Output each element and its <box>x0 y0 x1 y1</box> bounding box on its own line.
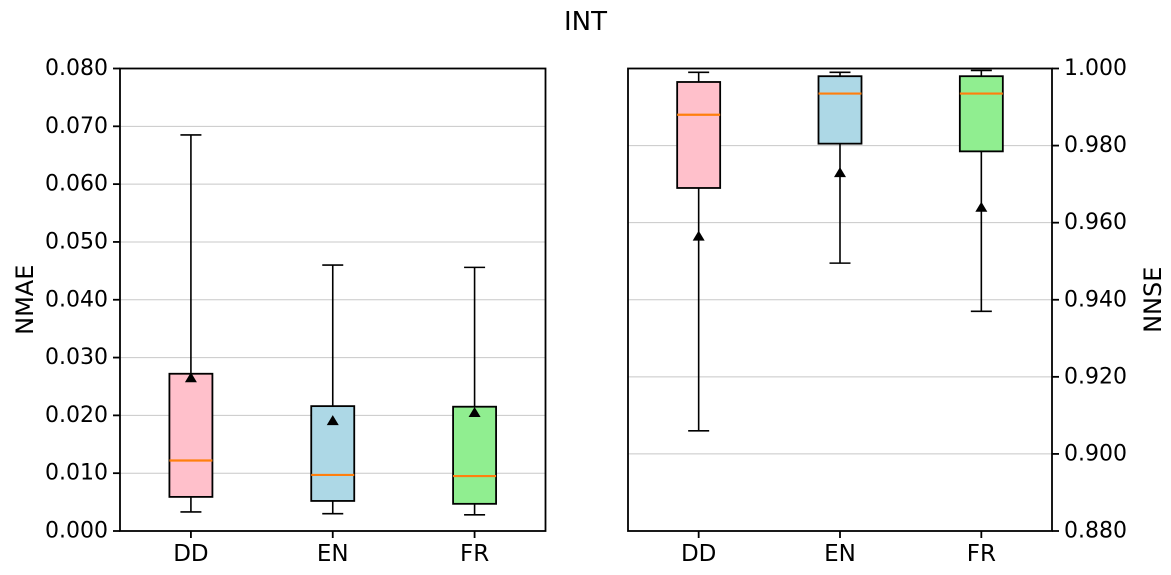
mean-marker <box>975 201 988 212</box>
y-tick-label: 0.050 <box>45 229 108 254</box>
box-rect <box>676 81 722 189</box>
y-tick-label: 0.000 <box>45 519 108 544</box>
y-tick-label: 0.070 <box>45 114 108 139</box>
y-tick-label: 0.940 <box>1064 287 1127 312</box>
y-tick-label: 0.040 <box>45 287 108 312</box>
y-tick-label: 0.030 <box>45 345 108 370</box>
x-tick-label: EN <box>317 541 349 567</box>
y-axis-label-nmae: NMAE <box>11 265 39 335</box>
x-tick-label: EN <box>824 541 856 567</box>
boxplot-panel-nmae: 0.000 0.010 0.020 0.030 0.040 0.050 0.060 0.070… <box>11 56 547 567</box>
mean-marker <box>326 415 339 426</box>
box-en-nnse <box>817 71 863 264</box>
box-rect <box>168 372 214 498</box>
y-tick-label: 0.010 <box>45 461 108 486</box>
y-tick-label: 0.060 <box>45 172 108 197</box>
x-tick-label: FR <box>967 541 996 567</box>
chart-title: INT <box>564 7 607 37</box>
mean-marker <box>184 372 197 383</box>
y-tick-label: 0.880 <box>1064 519 1127 544</box>
mean-marker <box>834 167 846 178</box>
box-dd-nnse <box>676 71 722 432</box>
mean-marker <box>692 230 705 241</box>
y-tick-label: 0.920 <box>1064 364 1127 389</box>
mean-marker <box>468 406 481 417</box>
box-rect <box>452 405 497 505</box>
box-dd-nmae <box>168 134 214 513</box>
box-rect <box>958 75 1004 153</box>
box-en-nmae <box>310 264 356 515</box>
box-rect <box>817 75 863 145</box>
y-tick-label: 1.000 <box>1064 56 1127 81</box>
boxplot-panel-nnse: 0.880 0.900 0.920 0.940 0.960 0.980 1.000 DD EN F… <box>627 56 1167 567</box>
x-tick-label: FR <box>460 541 489 567</box>
box-fr-nmae <box>452 266 497 516</box>
y-tick-label: 0.020 <box>45 403 108 428</box>
x-tick-label: DD <box>681 541 716 567</box>
box-fr-nnse <box>958 69 1004 313</box>
y-tick-label: 0.980 <box>1064 133 1127 158</box>
x-tick-label: DD <box>173 541 208 567</box>
y-tick-label: 0.960 <box>1064 210 1127 235</box>
y-tick-label: 0.080 <box>45 56 108 81</box>
y-axis-label-nnse: NNSE <box>1139 267 1167 333</box>
y-tick-label: 0.900 <box>1064 441 1127 466</box>
